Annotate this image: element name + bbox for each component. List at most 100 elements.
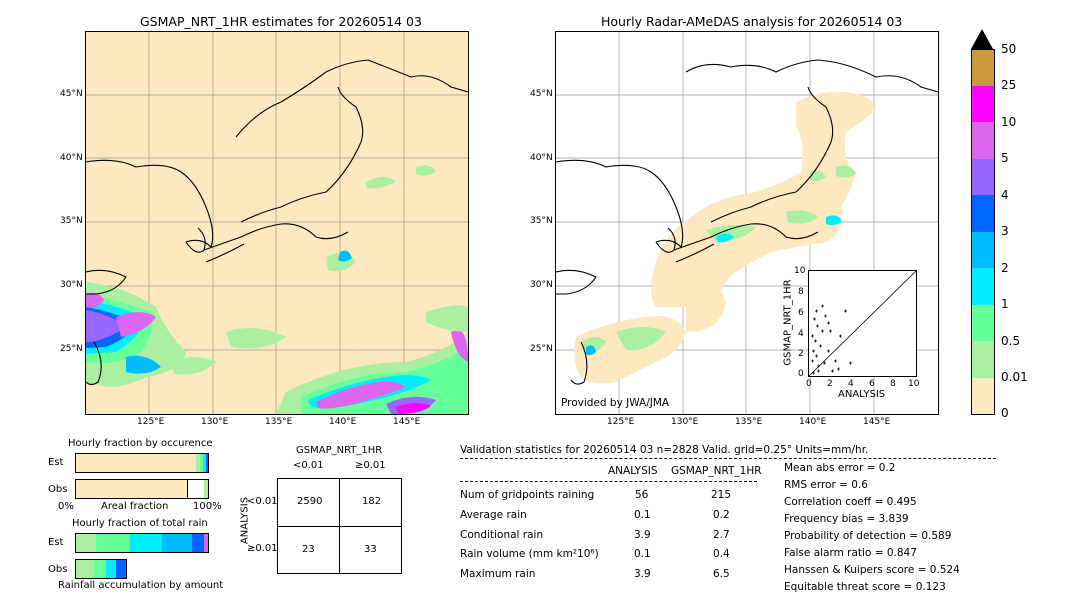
validation-divider-top (460, 458, 996, 459)
contingency-row1: <0.01 (247, 496, 278, 507)
left-lon-125: 125°E (137, 417, 165, 427)
occurrence-title: Hourly fraction by occurence (68, 438, 213, 449)
contingency-col1: <0.01 (293, 460, 324, 471)
colorbar-band-3-4 (972, 195, 994, 232)
left-rain-field (86, 165, 468, 414)
colorbar-band-0-001 (972, 378, 994, 414)
stat-row-label: Num of gridpoints raining (460, 489, 595, 501)
inset-tick-x-8: 8 (890, 379, 896, 389)
occurrence-est-label: Est (48, 457, 64, 468)
left-lon-140: 140°E (329, 417, 357, 427)
right-lat-25: 25°N (530, 344, 553, 354)
left-lat-45: 45°N (60, 89, 83, 99)
colorbar-band-001-05 (972, 341, 994, 378)
colorbar (971, 49, 995, 415)
contingency-cell-22: 33 (364, 544, 377, 555)
colorbar-band-25-50 (972, 50, 994, 86)
right-coastline (556, 59, 938, 385)
inset-tick-y-10: 10 (794, 266, 806, 276)
stat-row-gsmap: 215 (711, 489, 732, 501)
score-ets: Equitable threat score = 0.123 (784, 581, 946, 593)
inset-tick-x-4: 4 (848, 379, 854, 389)
cb-label-2: 2 (1001, 261, 1009, 275)
inset-tick-y-8: 8 (798, 287, 804, 297)
occurrence-obs-bar (75, 479, 209, 499)
score-far: False alarm ratio = 0.847 (784, 547, 917, 559)
right-map-canvas (556, 32, 938, 414)
score-pod: Probability of detection = 0.589 (784, 530, 952, 542)
radar-coverage (574, 91, 875, 384)
cb-label-3: 3 (1001, 224, 1009, 238)
scatter-points (811, 304, 852, 375)
stat-row-label: Rain volume (mm km²10⁶) (460, 548, 599, 560)
right-lon-135: 135°E (735, 417, 763, 427)
contingency-title: GSMAP_NRT_1HR (296, 445, 383, 456)
right-lon-130: 130°E (671, 417, 699, 427)
scatter-inset (808, 270, 917, 377)
inset-xlabel: ANALYSIS (838, 389, 886, 400)
stat-row-analysis: 3.9 (634, 529, 651, 541)
left-lat-35: 35°N (60, 216, 83, 226)
cb-label-001: 0.01 (1001, 370, 1028, 384)
colorbar-band-2-3 (972, 232, 994, 268)
colorbar-band-1-2 (972, 268, 994, 305)
right-lon-125: 125°E (607, 417, 635, 427)
cb-label-1: 1 (1001, 297, 1009, 311)
contingency-cell-21: 23 (302, 544, 315, 555)
cb-label-25: 25 (1001, 78, 1017, 92)
cb-label-5: 5 (1001, 151, 1009, 165)
total-rain-title: Hourly fraction of total rain (72, 518, 208, 529)
occurrence-axis-right: 100% (193, 501, 222, 512)
occurrence-axis-left: 0% (58, 501, 74, 512)
stat-row-gsmap: 0.4 (713, 548, 730, 560)
cb-label-0: 0 (1001, 406, 1009, 420)
score-frequency-bias: Frequency bias = 3.839 (784, 513, 909, 525)
score-rms-error: RMS error = 0.6 (784, 479, 868, 491)
occurrence-est-bar (75, 453, 209, 473)
inset-tick-y-0: 0 (798, 369, 804, 379)
right-lat-35: 35°N (530, 216, 553, 226)
validation-col-analysis: ANALYSIS (608, 465, 658, 477)
right-lat-30: 30°N (530, 280, 553, 290)
inset-tick-x-2: 2 (827, 379, 833, 389)
score-hk: Hanssen & Kuipers score = 0.524 (784, 564, 960, 576)
left-map (85, 31, 469, 415)
colorbar-arrow (971, 29, 993, 49)
stat-row-analysis: 0.1 (634, 509, 651, 521)
right-lat-45: 45°N (530, 89, 553, 99)
colorbar-band-5-10 (972, 122, 994, 159)
validation-divider-cols (460, 481, 757, 482)
left-coastline (86, 59, 468, 386)
right-lat-40: 40°N (530, 153, 553, 163)
right-map-title: Hourly Radar-AMeDAS analysis for 2026051… (601, 14, 903, 29)
stat-row-label: Conditional rain (460, 529, 544, 541)
inset-tick-y-4: 4 (798, 329, 804, 339)
cb-label-50: 50 (1001, 42, 1017, 56)
contingency-cell-12: 182 (362, 496, 382, 507)
inset-tick-x-6: 6 (869, 379, 875, 389)
score-correlation: Correlation coeff = 0.495 (784, 496, 917, 508)
right-lon-145: 145°E (863, 417, 891, 427)
total-rain-obs-label: Obs (48, 564, 68, 575)
inset-tick-y-6: 6 (798, 308, 804, 318)
left-map-title: GSMAP_NRT_1HR estimates for 20260514 03 (140, 14, 422, 29)
colorbar-band-05-1 (972, 305, 994, 341)
stat-row-analysis: 3.9 (634, 568, 651, 580)
stat-row-label: Average rain (460, 509, 527, 521)
total-rain-footer: Rainfall accumulation by amount (58, 580, 224, 591)
left-lat-40: 40°N (60, 153, 83, 163)
left-lon-130: 130°E (201, 417, 229, 427)
contingency-grid (277, 478, 402, 574)
inset-tick-y-2: 2 (798, 349, 804, 359)
right-lon-140: 140°E (799, 417, 827, 427)
left-lon-135: 135°E (265, 417, 293, 427)
stat-row-analysis: 56 (635, 489, 649, 501)
left-map-canvas (86, 32, 468, 414)
occurrence-obs-label: Obs (48, 484, 68, 495)
left-lat-25: 25°N (60, 344, 83, 354)
total-rain-est-label: Est (48, 537, 64, 548)
total-rain-obs-bar (75, 559, 127, 579)
stat-row-label: Maximum rain (460, 568, 536, 580)
inset-tick-x-0: 0 (806, 379, 812, 389)
inset-ylabel: GSMAP_NRT_1HR (782, 279, 794, 366)
